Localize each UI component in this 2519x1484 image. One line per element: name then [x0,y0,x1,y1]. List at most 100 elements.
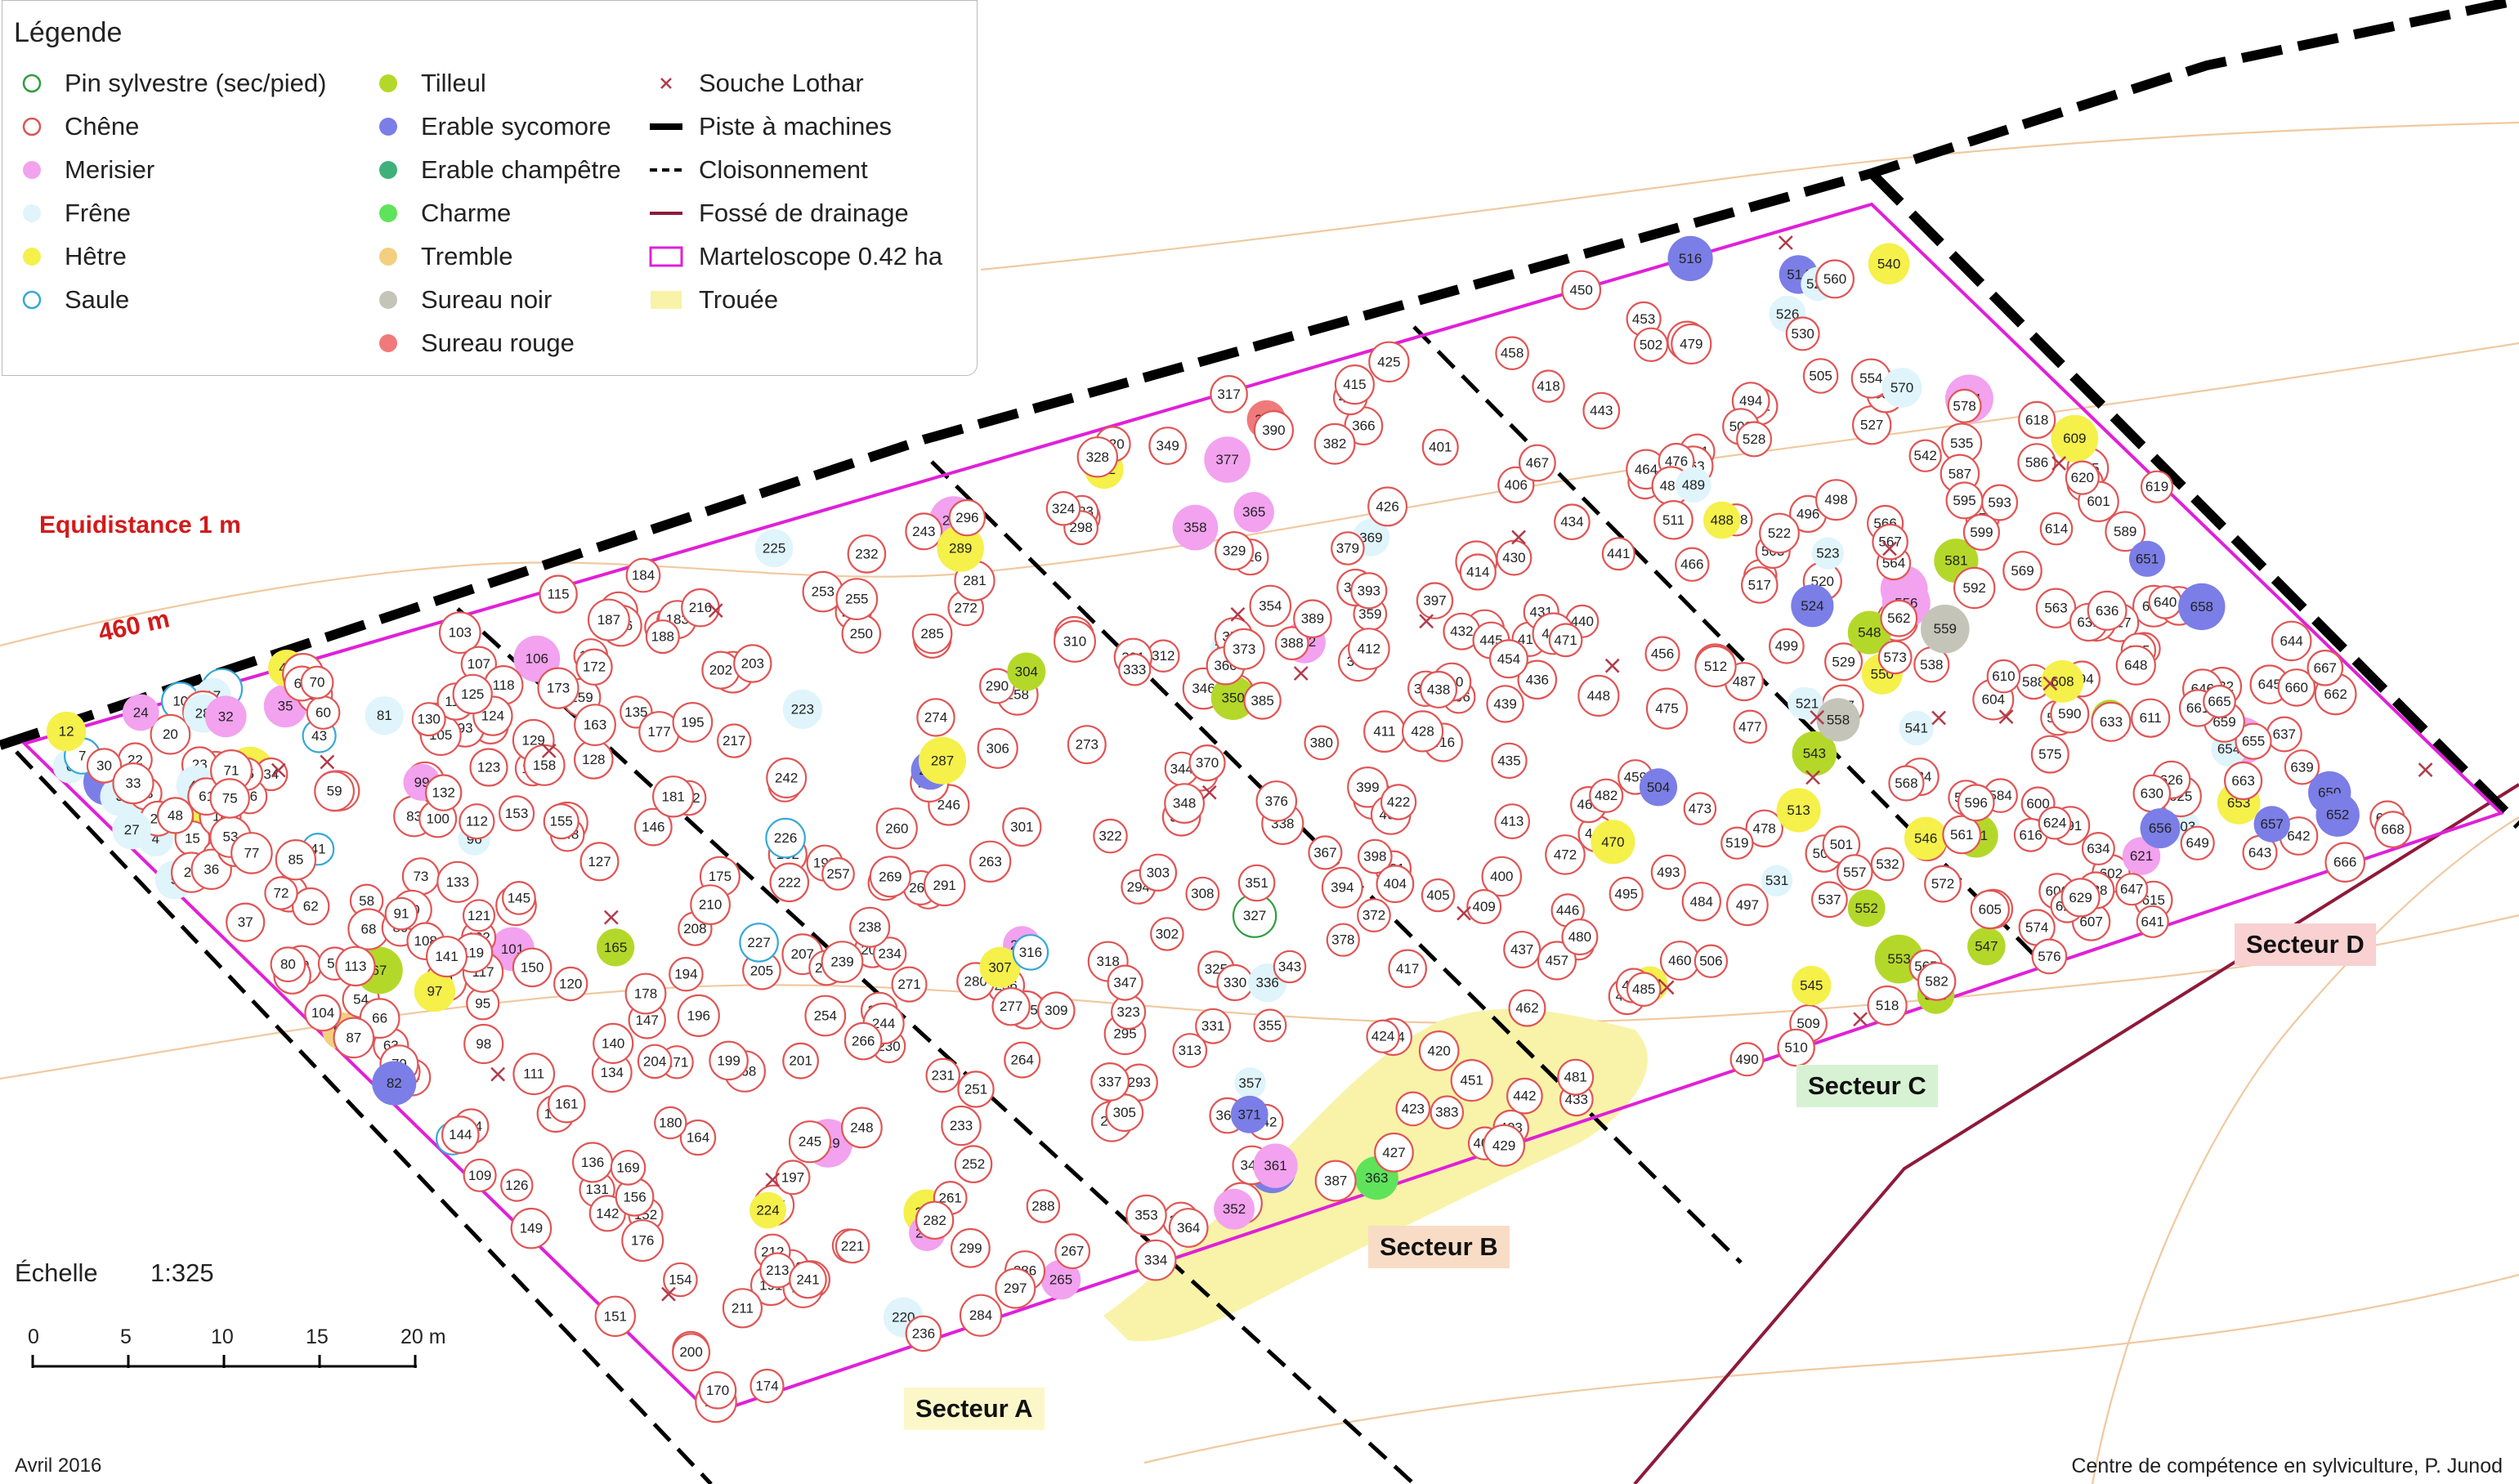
disc-symbol-icon [370,288,406,312]
tree-number-label: 344 [1170,761,1193,776]
tree-number-label: 433 [1565,1092,1588,1107]
tree-chene: 169 [610,1150,647,1186]
tree-chene: 132 [425,774,463,811]
tree-number-label: 621 [2130,848,2153,864]
tree-chene: 412 [1348,628,1390,670]
tree-number-label: 291 [933,878,956,893]
tree-marker [1703,501,1741,539]
tree-marker [1388,949,1428,989]
tree-chene: 383 [1430,1095,1465,1130]
tree-number-label: 502 [1640,337,1662,352]
tree-marker [954,1145,993,1183]
tree-number-label: 254 [814,1008,837,1024]
tree-sycomore: 657 [2253,806,2290,843]
tree-marker [1868,243,1910,285]
tree-marker [1148,427,1188,465]
tree-chene: 590 [2050,694,2090,734]
tree-number-label: 336 [1256,975,1279,990]
tree-number-label: 100 [427,811,450,826]
line-symbol-icon [648,201,684,226]
tree-marker [593,1022,634,1065]
tree-marker [690,884,731,925]
tree-marker [1924,865,1962,903]
tree-chene: 271 [891,966,928,1003]
tree-marker [679,1119,717,1156]
contour-line [980,121,2519,271]
tree-number-label: 244 [872,1016,895,1031]
tree-hetre: 287 [919,736,966,784]
tree-marker [1802,358,1839,394]
tree-number-label: 633 [2100,714,2123,730]
lothar-stump-icon [490,1066,506,1082]
tree-number-label: 123 [477,760,500,776]
tree-chene: 329 [1215,530,1255,570]
tree-marker [314,771,356,812]
tree-number-label: 210 [699,897,722,913]
tree-number-label: 546 [1914,830,1937,846]
tree-chene: 477 [1733,709,1768,744]
tree-number-label: 299 [959,1240,982,1256]
tree-number-label: 643 [2248,845,2271,860]
tree-marker [905,512,943,551]
tree-number-label: 60 [315,705,331,721]
tree-number-label: 331 [1201,1018,1224,1034]
tree-chene: 355 [1253,1008,1287,1043]
tree-number-label: 224 [756,1203,779,1218]
tree-chene: 343 [1273,950,1307,984]
legend-item-label: Marteloscope 0.42 ha [699,241,943,270]
tree-saule: 226 [765,817,806,859]
tree-number-label: 369 [1359,530,1382,545]
tree-chene: 87 [333,1017,375,1059]
tree-marker [512,947,553,988]
scale-tick-label: 0 [28,1325,39,1348]
tree-marker [1645,687,1689,730]
tree-chene: 285 [911,613,953,655]
tree-number-label: 30 [96,758,112,774]
tree-number-label: 385 [1251,693,1273,708]
tree-number-label: 77 [244,845,259,860]
tree-chene: 260 [875,807,918,850]
tree-number-label: 413 [1501,814,1523,829]
tree-number-label: 145 [508,890,530,905]
tree-chene: 398 [1357,838,1393,874]
tree-number-label: 379 [1336,541,1359,556]
tree-chene: 123 [469,748,508,787]
tree-marker [1466,888,1502,924]
tree-marker [633,807,673,847]
tree-marker [1053,619,1096,663]
tree-chene: 277 [991,986,1031,1026]
tree-number-label: 576 [2038,949,2060,964]
tree-marker [264,876,298,910]
tree-number-label: 54 [353,991,369,1007]
date-label: Avril 2016 [15,1455,102,1477]
tree-number-label: 417 [1396,961,1419,977]
tree-chene: 390 [1253,409,1295,451]
tree-marker [2041,659,2084,703]
tree-marker [275,838,317,881]
tree-number-label: 642 [2287,829,2310,844]
tree-chene: 195 [672,702,714,743]
tree-marker [1374,1132,1414,1173]
tree-marker [1223,628,1265,670]
legend-item: Saule [14,278,326,321]
tree-chene: 303 [1139,853,1178,892]
tree-number-label: 523 [1816,546,1839,561]
tree-marker [1421,878,1456,913]
tree-number-label: 487 [1733,674,1756,690]
tree-number-label: 312 [1152,648,1174,664]
tree-chene: 80 [270,946,306,983]
tree-marker [911,613,953,655]
tree-marker [1366,1019,1400,1053]
tree-chene: 158 [523,744,566,786]
tree-chene: 170 [698,1371,737,1410]
tree-number-label: 282 [923,1213,946,1228]
cloisonnement-line [15,750,713,1484]
tree-chene: 441 [1601,537,1635,571]
tree-marker [669,956,704,992]
legend-item-label: Tremble [421,241,513,270]
tree-number-label: 561 [1950,827,1973,843]
tree-sycomore: 652 [2315,793,2360,837]
tree-number-label: 357 [1238,1075,1261,1091]
tree-chene: 140 [593,1022,634,1065]
tree-marker [1172,504,1219,551]
